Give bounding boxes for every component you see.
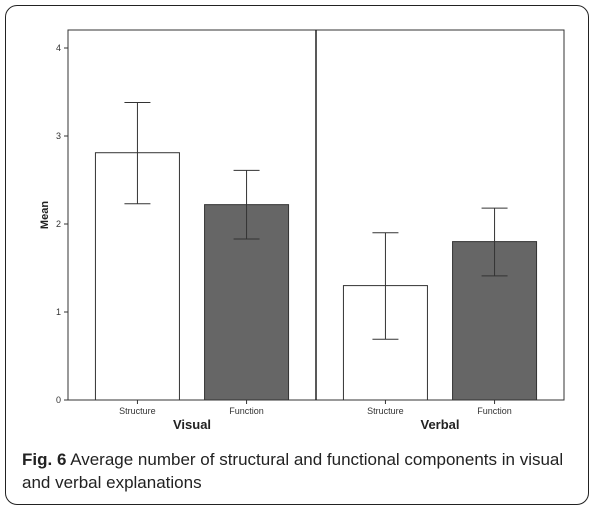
y-tick-label: 1 (56, 307, 61, 317)
caption-text: Average number of structural and functio… (22, 450, 564, 492)
y-tick-label: 0 (56, 395, 61, 405)
bar-chart: 0 1 2 3 4 Mean Structure Function Visual Structur… (39, 29, 565, 432)
panel-label: Verbal (420, 417, 459, 432)
y-axis-label: Mean (39, 201, 51, 229)
panel-label: Visual (173, 417, 211, 432)
y-tick-label: 3 (56, 131, 61, 141)
x-tick-label: Structure (367, 406, 404, 416)
x-tick-label: Function (477, 406, 512, 416)
y-tick-label: 2 (56, 219, 61, 229)
caption-label: Fig. 6 (22, 450, 67, 469)
y-tick-label: 4 (56, 43, 61, 53)
x-tick-label: Structure (119, 406, 156, 416)
x-tick-label: Function (229, 406, 264, 416)
figure-caption: Fig. 6 Average number of structural and … (22, 448, 567, 494)
